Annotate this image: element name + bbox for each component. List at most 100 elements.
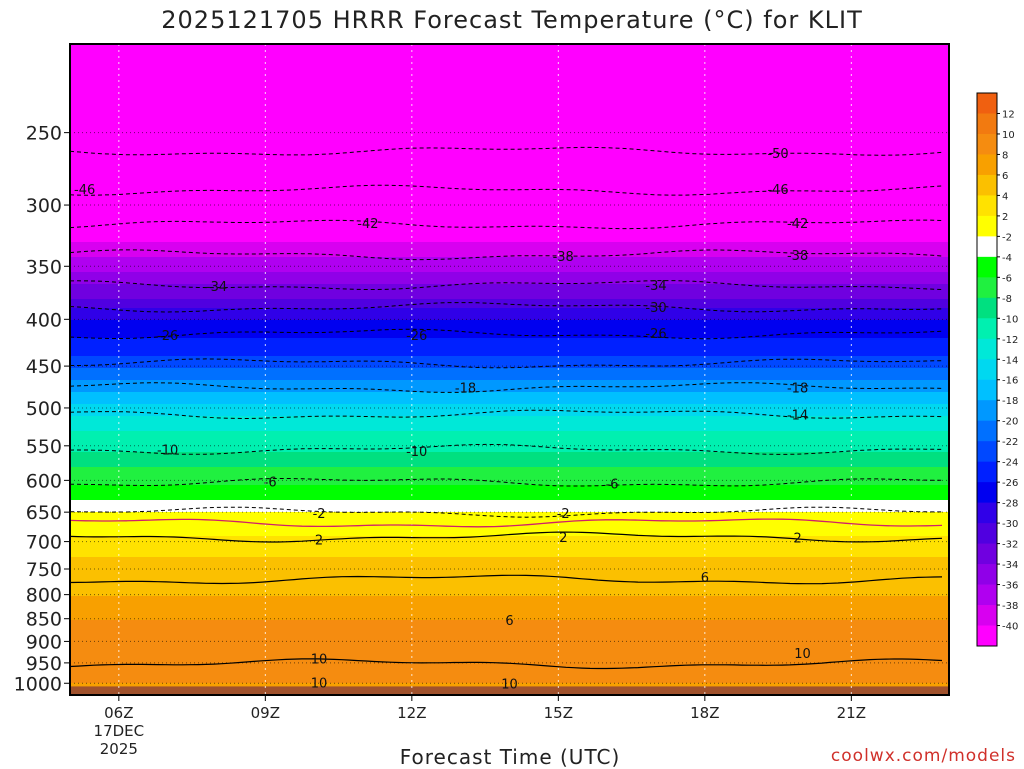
contour-line (69, 518, 943, 528)
contour-label: -34 (206, 280, 227, 295)
temperature-band (70, 146, 949, 150)
contour-label: 10 (794, 647, 811, 662)
x-tick-label: 15Z (544, 704, 573, 722)
colorbar-segment (977, 297, 997, 319)
x-tick-label: 12Z (397, 704, 426, 722)
temperature-band (70, 332, 949, 336)
temperature-band (70, 464, 949, 468)
y-tick-label: 800 (26, 585, 62, 607)
temperature-band (70, 467, 949, 471)
temperature-band (70, 623, 949, 627)
temperature-band (70, 536, 949, 540)
colorbar-segment (977, 133, 997, 155)
temperature-band (70, 452, 949, 456)
temperature-band (70, 326, 949, 330)
y-tick-label: 500 (26, 398, 62, 420)
temperature-band (70, 212, 949, 216)
temperature-band (70, 140, 949, 144)
temperature-band (70, 71, 949, 75)
grid-lines (70, 44, 949, 695)
colorbar-label: -32 (1002, 540, 1018, 551)
temperature-band (70, 299, 949, 303)
temperature-band (70, 497, 949, 501)
contour-line (69, 443, 943, 455)
colorbar-label: -38 (1002, 601, 1018, 612)
temperature-band (70, 578, 949, 582)
temperature-band (70, 494, 949, 498)
temperature-band (70, 500, 949, 504)
temperature-band (70, 305, 949, 309)
temperature-band (70, 491, 949, 495)
temperature-band (70, 335, 949, 339)
colorbar-label: -40 (1002, 622, 1018, 633)
temperature-band (70, 488, 949, 492)
y-tick-label: 400 (26, 309, 62, 331)
temperature-band (70, 134, 949, 138)
site-credit: coolwx.com/models (830, 746, 1016, 766)
temperature-band (70, 560, 949, 564)
colorbar-segment (977, 625, 997, 647)
temperature-band (70, 521, 949, 525)
temperature-band (70, 602, 949, 606)
colorbar-segment (977, 195, 997, 217)
contour-line (69, 382, 943, 393)
temperature-band (70, 260, 949, 264)
colorbar-segment (977, 400, 997, 422)
contour-label: 6 (505, 614, 513, 629)
temperature-band (70, 443, 949, 447)
y-tick-label: 250 (26, 123, 62, 145)
temperature-band (70, 47, 949, 51)
temperature-band (70, 65, 949, 69)
date-label: 17DEC (94, 722, 145, 740)
contour-label: -50 (767, 147, 788, 162)
colorbar-segment (977, 256, 997, 278)
temperature-band (70, 281, 949, 285)
contour-labels: -50-46 -46-42 -42-38 -38-34 -34-30-26 -26 -26-… (74, 147, 811, 692)
temperature-band (70, 191, 949, 195)
temperature-band (70, 50, 949, 54)
temperature-band (70, 131, 949, 135)
colorbar-label: 4 (1002, 191, 1008, 202)
temperature-band (70, 44, 949, 48)
temperature-band (70, 320, 949, 324)
temperature-band (70, 209, 949, 213)
temperature-band (70, 401, 949, 405)
temperature-band (70, 515, 949, 519)
temperature-band (70, 659, 949, 663)
colorbar-label: -18 (1002, 396, 1018, 407)
temperature-band (70, 347, 949, 351)
temperature-band (70, 551, 949, 555)
temperature-band (70, 665, 949, 669)
temperature-band (70, 374, 949, 378)
colorbar-label: 2 (1002, 212, 1008, 223)
contour-label: -10 (406, 445, 427, 460)
temperature-band (70, 527, 949, 531)
temperature-band (70, 119, 949, 123)
colorbar-segment (977, 113, 997, 135)
temperature-band (70, 89, 949, 93)
temperature-band (70, 338, 949, 342)
contour-label: -18 (455, 382, 476, 397)
temperature-band (70, 416, 949, 420)
temperature-band (70, 128, 949, 132)
contour-line (69, 184, 943, 196)
below-ground-band (70, 686, 949, 695)
colorbar: 12 10 8 6 4 2 -2 -4 -6 -8 -10 -12 -14 -16 -18 -20 -22 -24… (976, 92, 1018, 647)
temperature-band (70, 506, 949, 510)
temperature-band (70, 509, 949, 513)
temperature-band (70, 98, 949, 102)
temperature-band (70, 245, 949, 249)
contour-label: -30 (645, 301, 666, 316)
temperature-band (70, 155, 949, 159)
x-tick-label: 18Z (690, 704, 719, 722)
temperature-band (70, 149, 949, 153)
temperature-band (70, 518, 949, 522)
temperature-band (70, 671, 949, 675)
colorbar-label: -30 (1002, 519, 1018, 530)
contour-label: -26 (157, 329, 178, 344)
temperature-band (70, 461, 949, 465)
contour-label: -46 (74, 183, 95, 198)
temperature-band (70, 620, 949, 624)
temperature-band (70, 272, 949, 276)
colorbar-label: 6 (1002, 171, 1008, 182)
